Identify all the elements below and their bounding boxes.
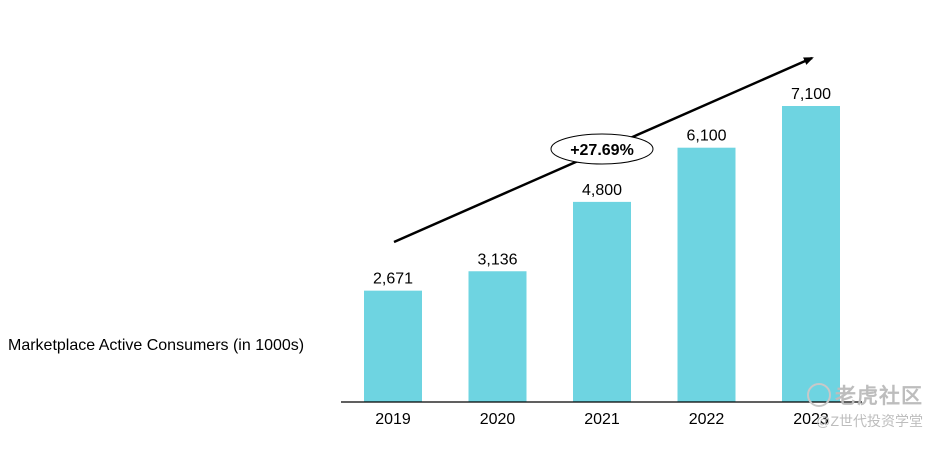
x-tick-label-2021: 2021 [584, 411, 620, 428]
value-label-2020: 3,136 [477, 251, 517, 268]
tiger-logo-icon [807, 383, 831, 407]
watermark: 老虎社区 @Z世代投资学堂 [807, 383, 923, 429]
bars: 2,671 2019 3,136 2020 4,800 2021 6,100 2022 7,10… [364, 86, 840, 428]
value-label-2019: 2,671 [373, 271, 413, 288]
bar-2021 [573, 201, 631, 402]
value-label-2023: 7,100 [791, 86, 831, 103]
cagr-label: +27.69% [570, 142, 634, 159]
cagr-badge: +27.69% [550, 133, 654, 165]
value-label-2022: 6,100 [686, 128, 726, 145]
bar-2019 [364, 290, 422, 402]
bar-2023 [782, 106, 840, 402]
x-tick-label-2019: 2019 [375, 411, 411, 428]
watermark-brand: 老虎社区 [807, 383, 923, 409]
bar-2020 [468, 271, 527, 402]
x-tick-label-2023: 2023 [793, 411, 829, 428]
value-label-2021: 4,800 [582, 182, 622, 199]
watermark-subtitle: @Z世代投资学堂 [816, 413, 923, 430]
x-tick-label-2020: 2020 [480, 411, 516, 428]
watermark-brand-text: 老虎社区 [835, 385, 923, 408]
bar-2022 [677, 147, 736, 402]
x-tick-label-2022: 2022 [689, 411, 725, 428]
y-axis-label: Marketplace Active Consumers (in 1000s) [8, 337, 305, 354]
cagr-ellipse [550, 133, 654, 165]
